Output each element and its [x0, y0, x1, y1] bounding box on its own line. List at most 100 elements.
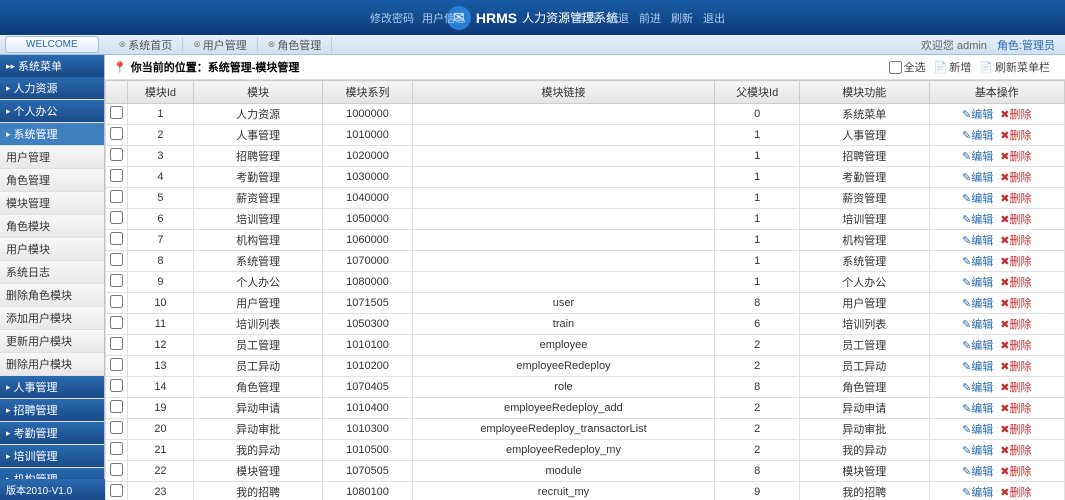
edit-btn[interactable]: 编辑 — [971, 382, 993, 394]
table-row: 1人力资源10000000系统菜单✎编辑 ✖删除 — [106, 104, 1065, 125]
edit-btn[interactable]: 编辑 — [971, 487, 993, 499]
tab-close-icon[interactable]: ⊗ — [193, 39, 201, 50]
row-checkbox[interactable] — [110, 337, 123, 350]
sidebar-item-3[interactable]: 用户管理 — [0, 146, 104, 169]
cell: 我的招聘 — [193, 482, 322, 500]
edit-btn[interactable]: 编辑 — [971, 403, 993, 415]
home-link[interactable]: 首页 — [575, 10, 597, 26]
delete-btn[interactable]: 删除 — [1010, 403, 1032, 415]
row-checkbox[interactable] — [110, 400, 123, 413]
row-checkbox[interactable] — [110, 442, 123, 455]
tab-0[interactable]: ⊗系统首页 — [109, 37, 184, 53]
logout-link[interactable]: 退出 — [703, 10, 725, 26]
tab-close-icon[interactable]: ⊗ — [268, 39, 276, 50]
edit-btn[interactable]: 编辑 — [971, 277, 993, 289]
delete-btn[interactable]: 删除 — [1010, 466, 1032, 478]
sidebar-item-6[interactable]: 角色模块 — [0, 215, 104, 238]
user-info-link[interactable]: 用户信息 — [422, 10, 466, 26]
delete-btn[interactable]: 删除 — [1010, 130, 1032, 142]
sidebar-item-2[interactable]: ▸系统管理 — [0, 123, 104, 146]
cell: 1 — [128, 104, 194, 125]
sidebar-item-13[interactable]: ▸人事管理 — [0, 376, 104, 399]
sidebar-item-9[interactable]: 删除角色模块 — [0, 284, 104, 307]
delete-btn[interactable]: 删除 — [1010, 256, 1032, 268]
back-link[interactable]: 后退 — [607, 10, 629, 26]
forward-link[interactable]: 前进 — [639, 10, 661, 26]
edit-btn[interactable]: 编辑 — [971, 445, 993, 457]
delete-btn[interactable]: 删除 — [1010, 277, 1032, 289]
delete-btn[interactable]: 删除 — [1010, 214, 1032, 226]
tab-2[interactable]: ⊗角色管理 — [258, 37, 333, 53]
delete-btn[interactable]: 删除 — [1010, 109, 1032, 121]
edit-btn[interactable]: 编辑 — [971, 193, 993, 205]
row-checkbox[interactable] — [110, 463, 123, 476]
sidebar-item-12[interactable]: 删除用户模块 — [0, 353, 104, 376]
delete-btn[interactable]: 删除 — [1010, 193, 1032, 205]
delete-btn[interactable]: 删除 — [1010, 382, 1032, 394]
row-checkbox[interactable] — [110, 211, 123, 224]
tab-close-icon[interactable]: ⊗ — [119, 39, 127, 50]
row-checkbox[interactable] — [110, 421, 123, 434]
delete-btn[interactable]: 删除 — [1010, 298, 1032, 310]
edit-btn[interactable]: 编辑 — [971, 109, 993, 121]
edit-icon: ✎ — [962, 256, 971, 268]
row-checkbox[interactable] — [110, 232, 123, 245]
cell: 6 — [128, 209, 194, 230]
delete-btn[interactable]: 删除 — [1010, 445, 1032, 457]
row-checkbox[interactable] — [110, 316, 123, 329]
tab-1[interactable]: ⊗用户管理 — [183, 37, 258, 53]
sidebar-item-15[interactable]: ▸考勤管理 — [0, 422, 104, 445]
row-checkbox[interactable] — [110, 169, 123, 182]
cell: 员工管理 — [193, 335, 322, 356]
edit-btn[interactable]: 编辑 — [971, 466, 993, 478]
sidebar-item-16[interactable]: ▸培训管理 — [0, 445, 104, 468]
edit-btn[interactable]: 编辑 — [971, 130, 993, 142]
edit-btn[interactable]: 编辑 — [971, 256, 993, 268]
sidebar-item-11[interactable]: 更新用户模块 — [0, 330, 104, 353]
delete-btn[interactable]: 删除 — [1010, 340, 1032, 352]
delete-btn[interactable]: 删除 — [1010, 151, 1032, 163]
edit-btn[interactable]: 编辑 — [971, 151, 993, 163]
row-checkbox[interactable] — [110, 127, 123, 140]
row-checkbox[interactable] — [110, 253, 123, 266]
edit-btn[interactable]: 编辑 — [971, 298, 993, 310]
edit-icon: ✎ — [962, 193, 971, 205]
sidebar-item-4[interactable]: 角色管理 — [0, 169, 104, 192]
refresh-menu-btn[interactable]: 📄 刷新菜单栏 — [979, 59, 1050, 75]
select-all-btn[interactable]: 全选 — [889, 59, 926, 75]
edit-btn[interactable]: 编辑 — [971, 214, 993, 226]
row-checkbox[interactable] — [110, 379, 123, 392]
row-checkbox[interactable] — [110, 148, 123, 161]
sidebar-item-10[interactable]: 添加用户模块 — [0, 307, 104, 330]
sidebar-item-7[interactable]: 用户模块 — [0, 238, 104, 261]
sidebar-item-8[interactable]: 系统日志 — [0, 261, 104, 284]
cell: 1060000 — [323, 230, 412, 251]
cell — [412, 167, 715, 188]
row-checkbox[interactable] — [110, 484, 123, 497]
sidebar-item-14[interactable]: ▸招聘管理 — [0, 399, 104, 422]
edit-btn[interactable]: 编辑 — [971, 340, 993, 352]
select-all-checkbox[interactable] — [889, 61, 902, 74]
delete-btn[interactable]: 删除 — [1010, 424, 1032, 436]
row-checkbox[interactable] — [110, 274, 123, 287]
add-btn[interactable]: 📄 新增 — [934, 59, 972, 75]
row-checkbox[interactable] — [110, 358, 123, 371]
edit-btn[interactable]: 编辑 — [971, 172, 993, 184]
change-pwd-link[interactable]: 修改密码 — [370, 10, 414, 26]
row-checkbox[interactable] — [110, 106, 123, 119]
delete-btn[interactable]: 删除 — [1010, 235, 1032, 247]
row-checkbox[interactable] — [110, 190, 123, 203]
edit-btn[interactable]: 编辑 — [971, 361, 993, 373]
edit-btn[interactable]: 编辑 — [971, 319, 993, 331]
edit-btn[interactable]: 编辑 — [971, 235, 993, 247]
delete-btn[interactable]: 删除 — [1010, 487, 1032, 499]
sidebar-item-0[interactable]: ▸人力资源 — [0, 77, 104, 100]
edit-btn[interactable]: 编辑 — [971, 424, 993, 436]
refresh-link[interactable]: 刷新 — [671, 10, 693, 26]
sidebar-item-5[interactable]: 模块管理 — [0, 192, 104, 215]
delete-btn[interactable]: 删除 — [1010, 319, 1032, 331]
row-checkbox[interactable] — [110, 295, 123, 308]
delete-btn[interactable]: 删除 — [1010, 172, 1032, 184]
sidebar-item-1[interactable]: ▸个人办公 — [0, 100, 104, 123]
delete-btn[interactable]: 删除 — [1010, 361, 1032, 373]
